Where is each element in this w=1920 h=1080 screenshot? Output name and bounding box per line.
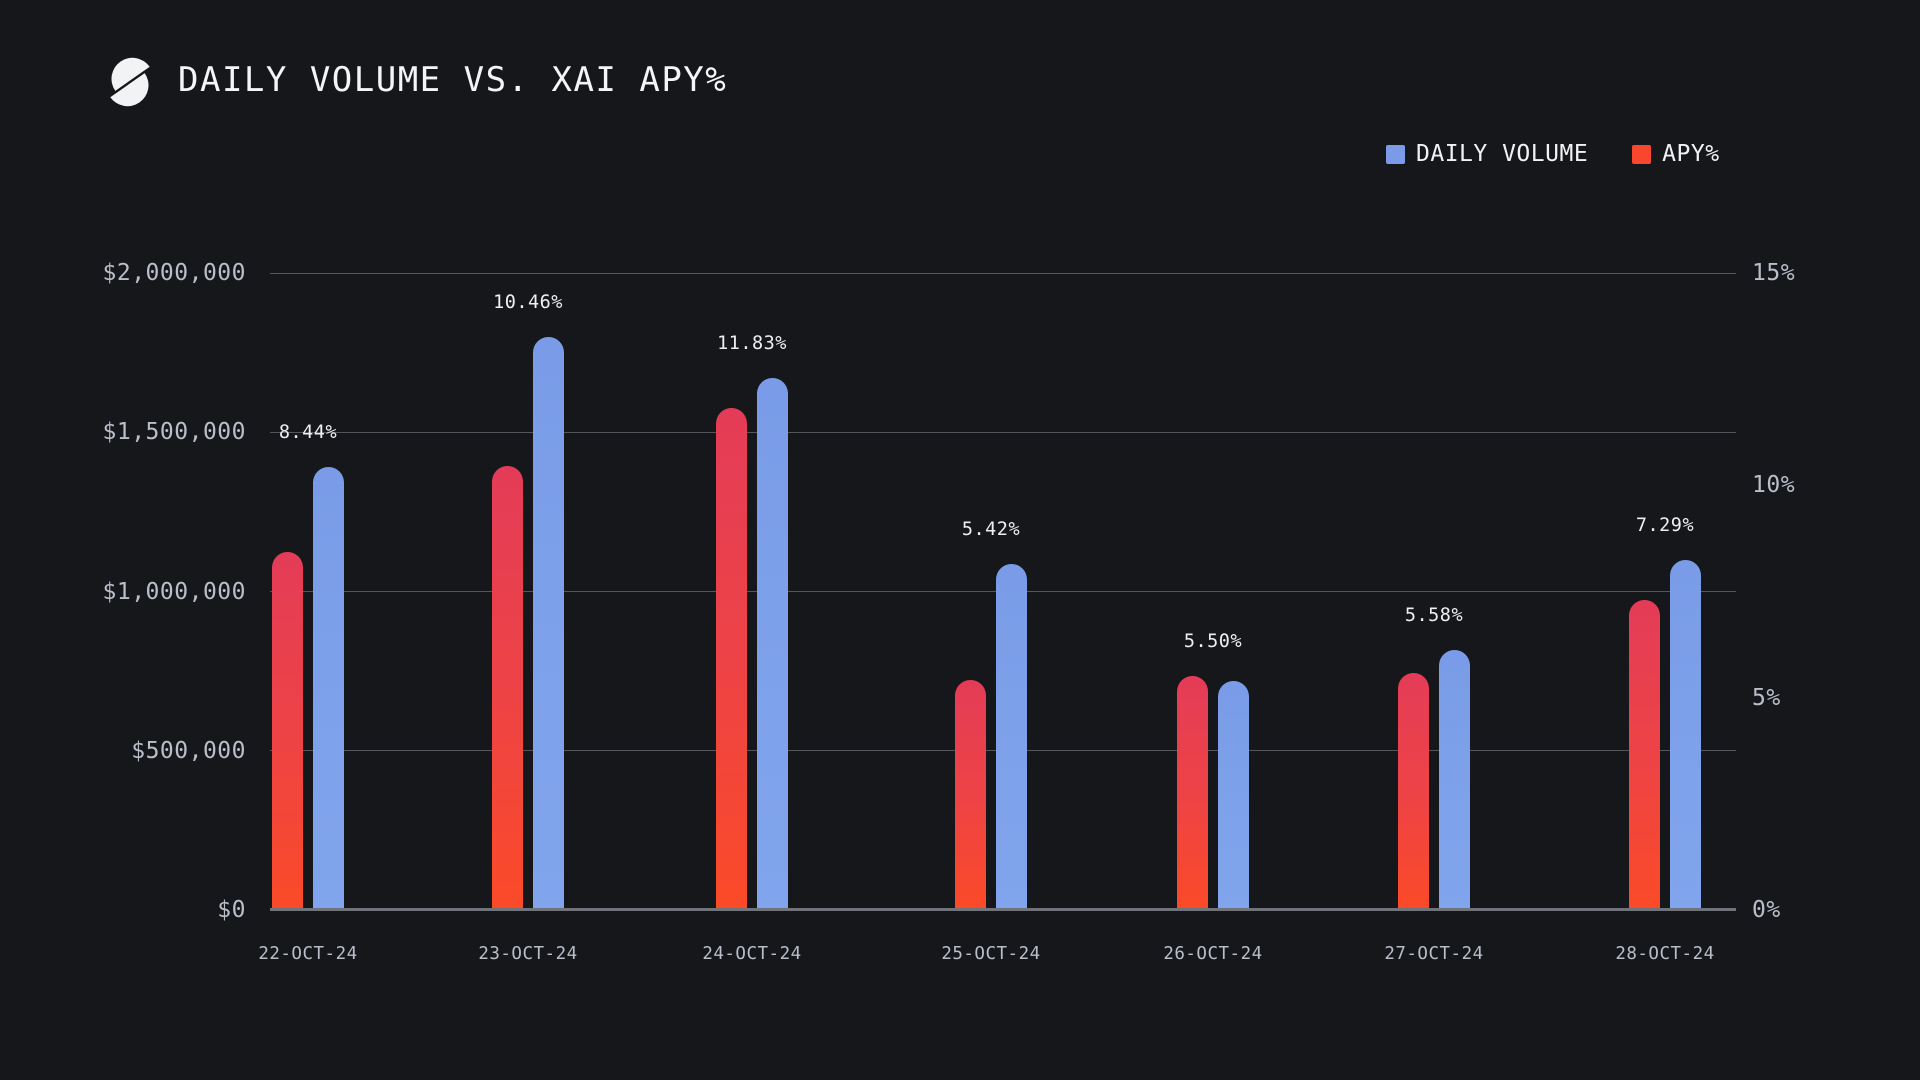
apy-bar[interactable]	[955, 679, 986, 910]
daily-volume-swatch-icon	[1386, 144, 1405, 164]
left-axis-tick-label: $2,000,000	[102, 260, 246, 286]
legend-item-daily-volume[interactable]: DAILY VOLUME	[1386, 141, 1588, 167]
left-axis-tick-label: $1,500,000	[102, 419, 246, 446]
volume-bar[interactable]	[313, 467, 344, 910]
right-axis-tick-label: 5%	[1752, 684, 1781, 711]
x-axis-line	[270, 908, 1736, 911]
x-axis-label: 26-OCT-24	[1163, 944, 1263, 964]
left-axis-tick-label: $500,000	[131, 737, 246, 764]
apy-bar[interactable]	[492, 465, 523, 910]
apy-value-label: 11.83%	[717, 333, 787, 355]
volume-bar[interactable]	[1218, 680, 1249, 910]
left-axis-tick-label: $0	[217, 897, 246, 923]
x-axis-label: 25-OCT-24	[941, 944, 1041, 964]
x-axis-label: 24-OCT-24	[702, 944, 802, 964]
apy-value-label: 5.42%	[961, 519, 1021, 541]
apy-value-label: 10.46%	[493, 291, 563, 313]
x-axis-label: 23-OCT-24	[478, 944, 578, 964]
apy-value-label: 5.50%	[1183, 631, 1243, 653]
x-axis-label: 27-OCT-24	[1384, 944, 1484, 964]
apy-legend-label: APY%	[1662, 141, 1720, 167]
x-axis-label: 22-OCT-24	[258, 944, 358, 964]
left-axis-tick-label: $1,000,000	[102, 578, 246, 605]
apy-swatch-icon	[1632, 144, 1652, 164]
apy-bar[interactable]	[1177, 676, 1208, 910]
legend-item-apy[interactable]: APY%	[1632, 141, 1719, 167]
right-axis-tick-label: 15%	[1752, 260, 1796, 286]
volume-bar[interactable]	[1670, 559, 1701, 910]
volume-bar[interactable]	[533, 336, 564, 910]
volume-bar[interactable]	[996, 564, 1027, 910]
apy-bar[interactable]	[1398, 673, 1429, 910]
gridline	[270, 272, 1736, 274]
x-axis-label: 28-OCT-24	[1615, 944, 1715, 964]
right-axis-tick-label: 0%	[1752, 897, 1781, 923]
right-axis-tick-label: 10%	[1752, 472, 1796, 499]
volume-bar[interactable]	[1439, 650, 1470, 910]
brand-logo-icon	[110, 57, 150, 107]
apy-value-label: 5.58%	[1404, 605, 1464, 627]
chart-title: DAILY VOLUME VS. XAI APY%	[178, 60, 728, 100]
apy-bar[interactable]	[1629, 600, 1660, 910]
apy-bar[interactable]	[716, 407, 747, 910]
chart-legend: DAILY VOLUME APY%	[1386, 141, 1720, 167]
apy-value-label: 8.44%	[278, 422, 338, 444]
volume-bar[interactable]	[757, 378, 788, 910]
apy-value-label: 7.29%	[1635, 514, 1695, 536]
apy-bar[interactable]	[272, 551, 303, 910]
gridline	[270, 431, 1736, 433]
daily-volume-legend-label: DAILY VOLUME	[1416, 141, 1589, 167]
